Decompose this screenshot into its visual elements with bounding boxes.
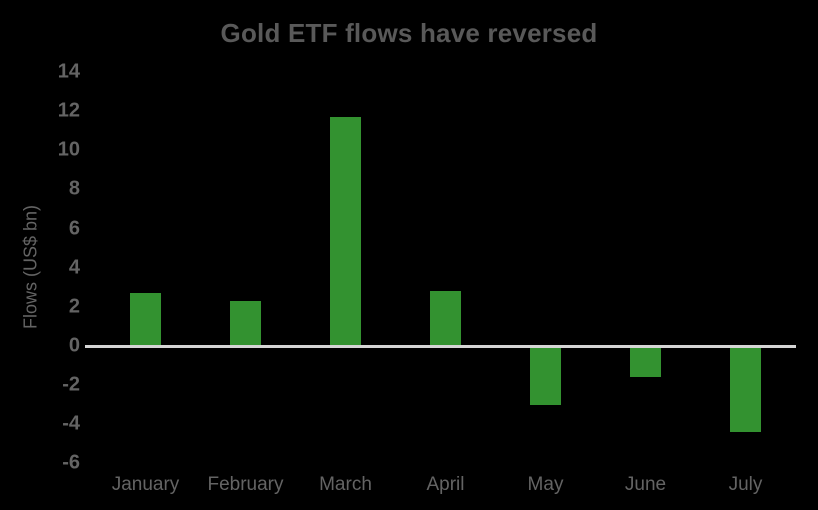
y-tick-label: 12 bbox=[57, 99, 80, 122]
y-tick-label: 14 bbox=[57, 60, 80, 83]
x-tick-label: April bbox=[426, 474, 465, 495]
y-tick-label: 6 bbox=[68, 217, 80, 240]
y-tick-label: 8 bbox=[68, 177, 80, 200]
x-tick-label: February bbox=[207, 474, 284, 495]
x-tick-label: January bbox=[111, 474, 180, 495]
bar bbox=[330, 117, 361, 346]
bar bbox=[130, 293, 161, 346]
bar bbox=[230, 300, 261, 346]
y-tick-label: 0 bbox=[68, 334, 80, 357]
y-tick-label: 4 bbox=[68, 256, 80, 279]
y-tick-label: 2 bbox=[68, 295, 80, 318]
x-tick-label: June bbox=[624, 474, 667, 495]
bar bbox=[430, 291, 461, 346]
x-tick-label: July bbox=[728, 474, 763, 495]
y-tick-label: 10 bbox=[57, 138, 80, 161]
y-tick-label: -4 bbox=[62, 412, 80, 435]
y-tick-label: -6 bbox=[62, 451, 80, 474]
x-tick-label: March bbox=[319, 474, 372, 495]
bar bbox=[630, 346, 661, 378]
chart-title: Gold ETF flows have reversed bbox=[220, 18, 598, 48]
x-tick-label: May bbox=[527, 474, 564, 495]
bar bbox=[530, 346, 561, 405]
y-tick-label: -2 bbox=[62, 373, 80, 396]
zero-axis-line bbox=[85, 344, 796, 348]
bar bbox=[730, 346, 761, 433]
